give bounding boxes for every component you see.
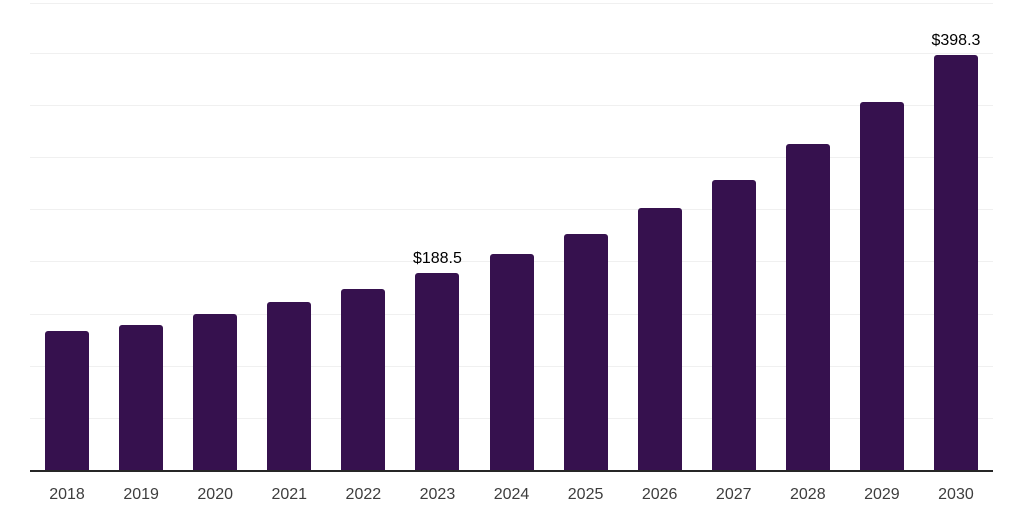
bar-2018	[45, 331, 90, 470]
x-tick-2029: 2029	[864, 486, 900, 503]
bar-2028	[785, 143, 830, 470]
x-tick-2022: 2022	[345, 486, 382, 503]
gridline	[30, 104, 993, 106]
bar-2024	[489, 254, 534, 470]
data-label-2023: $188.5	[412, 250, 462, 268]
data-label-2030: $398.3	[931, 31, 981, 49]
x-tick-2027: 2027	[715, 486, 752, 503]
x-tick-2030: 2030	[938, 486, 974, 503]
x-axis-line	[30, 470, 993, 472]
gridline	[30, 209, 993, 211]
gridline	[30, 52, 993, 54]
x-tick-2023: 2023	[419, 486, 456, 503]
x-tick-2025: 2025	[567, 486, 604, 503]
bar-2027	[711, 179, 756, 470]
x-tick-2024: 2024	[493, 486, 530, 503]
bar-2029	[859, 101, 904, 470]
x-tick-2018: 2018	[49, 486, 85, 503]
bar-2023	[415, 273, 460, 470]
x-tick-2026: 2026	[641, 486, 678, 503]
bar-2026	[637, 208, 682, 470]
bar-2025	[563, 233, 608, 470]
x-tick-2021: 2021	[271, 486, 308, 503]
x-tick-2019: 2019	[123, 486, 159, 503]
x-tick-2028: 2028	[790, 486, 826, 503]
bar-2030	[933, 54, 978, 470]
plot-top-border	[30, 3, 993, 4]
x-tick-2020: 2020	[197, 486, 233, 503]
bar-2022	[341, 288, 386, 470]
bar-2021	[267, 301, 312, 470]
bar-2019	[119, 324, 164, 470]
gridline	[30, 157, 993, 159]
bar-2020	[193, 313, 238, 470]
